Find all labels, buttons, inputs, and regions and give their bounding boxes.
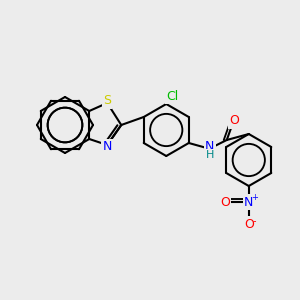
Text: O: O <box>244 218 254 230</box>
Text: +: + <box>251 194 258 202</box>
Text: S: S <box>103 94 111 107</box>
Text: N: N <box>244 196 254 208</box>
Text: N: N <box>103 140 112 154</box>
Text: H: H <box>206 150 214 160</box>
Text: O: O <box>229 115 239 128</box>
Text: N: N <box>205 140 214 154</box>
Text: Cl: Cl <box>166 89 178 103</box>
Text: -: - <box>253 216 256 226</box>
Text: O: O <box>220 196 230 208</box>
